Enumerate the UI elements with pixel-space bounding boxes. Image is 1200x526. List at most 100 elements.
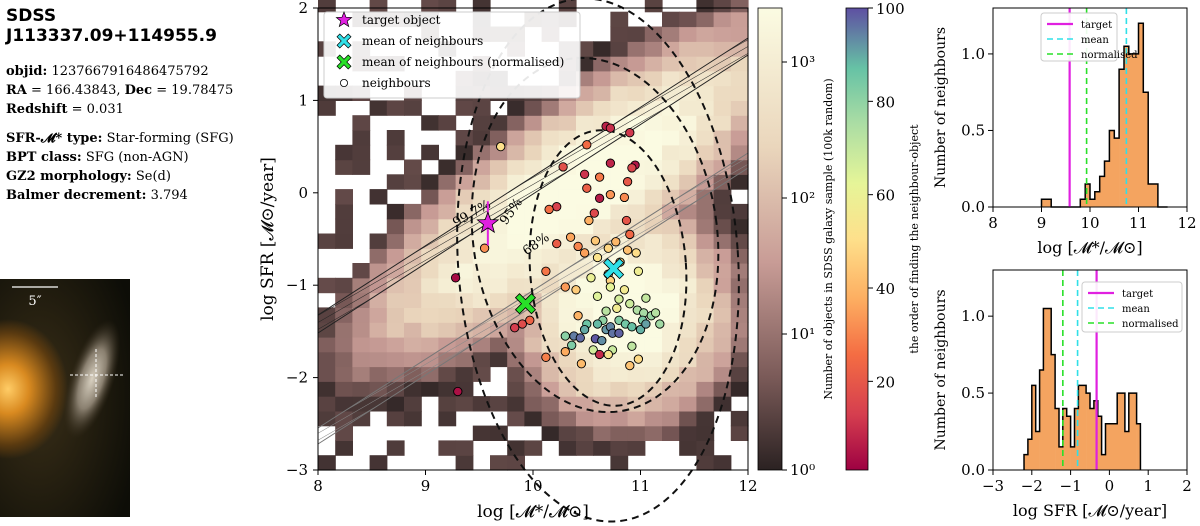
heat-cell (644, 336, 663, 353)
heat-cell (438, 189, 457, 205)
heat-cell (713, 277, 732, 294)
heat-cell (507, 410, 525, 427)
heat-cell (421, 336, 439, 353)
hist-bar (1086, 393, 1091, 470)
neighbour-point (592, 252, 603, 263)
heat-cell (335, 440, 353, 456)
neighbour-point (479, 243, 490, 253)
heat-cell (627, 41, 646, 57)
neighbour-point (582, 140, 592, 150)
hist-legend-box (1081, 281, 1183, 333)
heat-cell (679, 56, 697, 72)
heat-cell (472, 100, 491, 116)
neighbour-point (588, 345, 598, 355)
heat-cell (696, 130, 715, 146)
heat-cell (713, 292, 732, 308)
neighbour-point (576, 359, 587, 369)
heat-cell (404, 351, 422, 368)
heat-cell (524, 203, 543, 220)
heat-cell (730, 85, 749, 101)
heat-cell (593, 85, 611, 101)
heat-cell (610, 41, 629, 57)
heat-cell (490, 130, 508, 146)
heat-cell (490, 248, 508, 264)
heat-cell (576, 396, 594, 412)
heat-cell (335, 189, 353, 205)
heat-cell (662, 248, 680, 264)
hist-bar (1133, 53, 1139, 208)
heat-cell (644, 396, 663, 412)
heat-cell (610, 26, 629, 42)
heat-cell (490, 455, 508, 471)
hist-x-tick-label: −1 (1060, 477, 1082, 495)
gz2-label: GZ2 morphology: (6, 169, 132, 184)
neighbour-point (579, 324, 590, 335)
heat-cell (679, 381, 697, 397)
heat-cell (627, 396, 646, 412)
heat-cell (679, 425, 697, 441)
heat-cell (386, 130, 405, 146)
heat-cell (713, 100, 732, 116)
heat-cell (472, 189, 491, 205)
heat-cell (335, 366, 353, 382)
heat-cell (662, 396, 680, 412)
balmer-line: Balmer decrement: 3.794 (6, 186, 266, 205)
heat-cell (455, 248, 474, 264)
heat-cell (438, 0, 457, 13)
heat-cell (524, 233, 543, 249)
heat-cell (713, 11, 732, 28)
heat-cell (610, 381, 629, 397)
neighbour-point (619, 285, 630, 295)
neighbour-point (614, 294, 624, 304)
hist-bar (1035, 431, 1040, 470)
heat-cell (524, 115, 543, 131)
neighbour-point (627, 322, 637, 332)
hist-x-tick-label: 1 (1143, 477, 1153, 495)
heat-cell (335, 203, 353, 220)
heat-cell (507, 159, 525, 175)
heat-cell (541, 218, 560, 235)
hist-bar (1082, 385, 1087, 470)
heat-cell (438, 396, 457, 412)
heat-cell (524, 396, 543, 412)
hist-bar (1074, 408, 1079, 470)
heat-cell (352, 144, 371, 161)
heat-cell (627, 203, 646, 220)
hist-bar (1027, 439, 1033, 470)
heat-cell (576, 115, 594, 131)
neighbour-point (612, 303, 622, 313)
hist-bar (1078, 385, 1083, 470)
heat-cell (610, 100, 629, 116)
heat-cell (644, 381, 663, 397)
heat-cell (610, 203, 629, 220)
heat-cell (610, 70, 629, 87)
heat-cell (713, 144, 732, 161)
objid-line: objid: 1237667916486475792 (6, 62, 266, 81)
target-marker (476, 211, 500, 234)
heat-cell (679, 351, 697, 368)
heat-cell (610, 455, 629, 471)
neighbour-point (611, 237, 621, 247)
neighbour-point (592, 319, 603, 329)
heat-cell (507, 336, 525, 353)
neighbour-point (633, 354, 644, 364)
hist-bar (1090, 199, 1096, 207)
heat-cell (472, 174, 491, 190)
heat-cell (679, 174, 697, 190)
heat-cell (679, 159, 697, 175)
heat-cell (507, 396, 525, 412)
hist-bar (1099, 176, 1105, 207)
heat-cell (541, 366, 560, 382)
neighbour-point (573, 311, 583, 321)
heat-cell (576, 366, 594, 382)
y-tick-label: 0 (298, 184, 308, 202)
neighbour-point (621, 215, 632, 226)
heat-cell (524, 100, 543, 116)
heat-cell (730, 277, 749, 294)
neighbour-point (450, 273, 461, 283)
heat-cell (404, 307, 422, 323)
heat-cell (696, 425, 715, 441)
heat-cell (472, 307, 491, 323)
neighbour-point (655, 319, 665, 329)
hist-legend-label: mean (1122, 304, 1150, 315)
